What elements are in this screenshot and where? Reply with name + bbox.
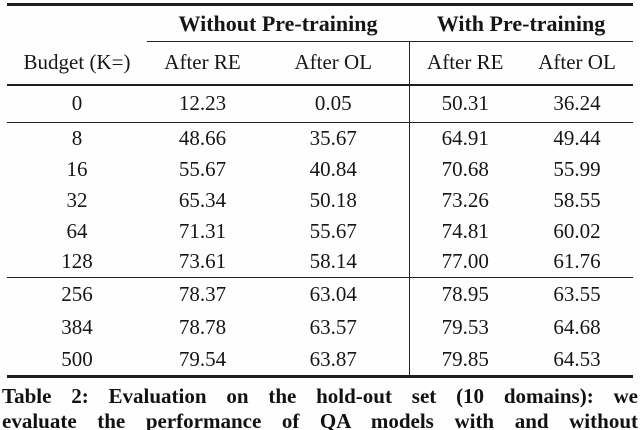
corner-spacer xyxy=(7,5,147,42)
table-caption: Table 2: Evaluation on the hold-out set … xyxy=(2,384,638,430)
value-cell: 79.53 xyxy=(408,310,521,344)
table-row: 64 71.31 55.67 74.81 60.02 xyxy=(7,215,633,247)
caption-line-1: Table 2: Evaluation on the hold-out set … xyxy=(2,384,638,408)
group-header-row: Without Pre-training With Pre-training xyxy=(7,4,633,42)
column-header-after-ol-with: After OL xyxy=(521,41,633,86)
value-cell: 12.23 xyxy=(178,91,227,116)
group-header-with-pretraining: With Pre-training xyxy=(409,4,633,42)
results-table: Without Pre-training With Pre-training B… xyxy=(7,3,633,378)
table-section-budget-0: 0 12.23 0.05 50.31 36.24 xyxy=(7,84,633,123)
value-cell: 55.67 xyxy=(309,218,357,243)
budget-cell: 128 xyxy=(61,249,93,274)
column-header-after-re-without: After RE xyxy=(147,41,258,86)
budget-cell: 256 xyxy=(61,281,93,306)
value-cell: 63.55 xyxy=(553,281,601,306)
value-cell: 74.81 xyxy=(408,215,521,247)
value-cell: 58.14 xyxy=(309,249,357,274)
value-cell: 64.53 xyxy=(553,346,601,371)
budget-cell: 0 xyxy=(71,91,83,116)
value-cell: 79.85 xyxy=(408,343,521,377)
value-cell: 48.66 xyxy=(178,125,227,150)
value-cell: 63.04 xyxy=(309,281,357,306)
value-cell: 55.67 xyxy=(178,156,227,181)
value-cell: 64.91 xyxy=(408,122,521,154)
value-cell: 65.34 xyxy=(178,187,227,212)
value-cell: 78.78 xyxy=(178,314,227,339)
budget-cell: 500 xyxy=(61,346,93,371)
table-section-budget-8-128: 8 48.66 35.67 64.91 49.44 16 55.67 40.84 70.68 55… xyxy=(7,122,633,278)
budget-cell: 32 xyxy=(66,187,88,212)
value-cell: 71.31 xyxy=(178,218,227,243)
column-header-budget: Budget (K=) xyxy=(7,41,147,86)
value-cell: 49.44 xyxy=(553,125,601,150)
budget-cell: 8 xyxy=(71,125,83,150)
value-cell: 77.00 xyxy=(408,246,521,278)
value-cell: 79.54 xyxy=(178,346,227,371)
column-header-row: Budget (K=) After RE After OL After RE A… xyxy=(7,41,633,86)
value-cell: 0.05 xyxy=(314,91,352,116)
budget-cell: 64 xyxy=(66,218,88,243)
value-cell: 35.67 xyxy=(309,125,357,150)
column-header-after-ol-without: After OL xyxy=(258,41,409,86)
table-row: 128 73.61 58.14 77.00 61.76 xyxy=(7,246,633,278)
budget-cell: 16 xyxy=(66,156,88,181)
value-cell: 70.68 xyxy=(408,153,521,185)
table-row: 500 79.54 63.87 79.85 64.53 xyxy=(7,343,633,377)
value-cell: 50.31 xyxy=(408,84,521,123)
budget-cell: 384 xyxy=(61,314,93,339)
value-cell: 73.26 xyxy=(408,184,521,216)
value-cell: 78.95 xyxy=(408,277,521,311)
value-cell: 55.99 xyxy=(553,156,601,181)
value-cell: 58.55 xyxy=(553,187,601,212)
value-cell: 73.61 xyxy=(178,249,227,274)
value-cell: 63.87 xyxy=(309,346,357,371)
group-header-without-pretraining: Without Pre-training xyxy=(147,4,409,42)
value-cell: 64.68 xyxy=(553,314,601,339)
table-row: 0 12.23 0.05 50.31 36.24 xyxy=(7,84,633,123)
value-cell: 61.76 xyxy=(553,249,601,274)
value-cell: 60.02 xyxy=(553,218,601,243)
value-cell: 40.84 xyxy=(309,156,357,181)
table-row: 384 78.78 63.57 79.53 64.68 xyxy=(7,310,633,344)
value-cell: 78.37 xyxy=(178,281,227,306)
table-row: 256 78.37 63.04 78.95 63.55 xyxy=(7,277,633,311)
table-row: 32 65.34 50.18 73.26 58.55 xyxy=(7,184,633,216)
value-cell: 36.24 xyxy=(553,91,601,116)
table-section-budget-256-500: 256 78.37 63.04 78.95 63.55 384 78.78 63.57 79.5… xyxy=(7,277,633,377)
column-header-after-re-with: After RE xyxy=(408,41,521,86)
table-row: 16 55.67 40.84 70.68 55.99 xyxy=(7,153,633,185)
table-row: 8 48.66 35.67 64.91 49.44 xyxy=(7,122,633,154)
caption-line-2: evaluate the performance of QA models wi… xyxy=(2,409,638,430)
value-cell: 63.57 xyxy=(309,314,357,339)
value-cell: 50.18 xyxy=(309,187,357,212)
